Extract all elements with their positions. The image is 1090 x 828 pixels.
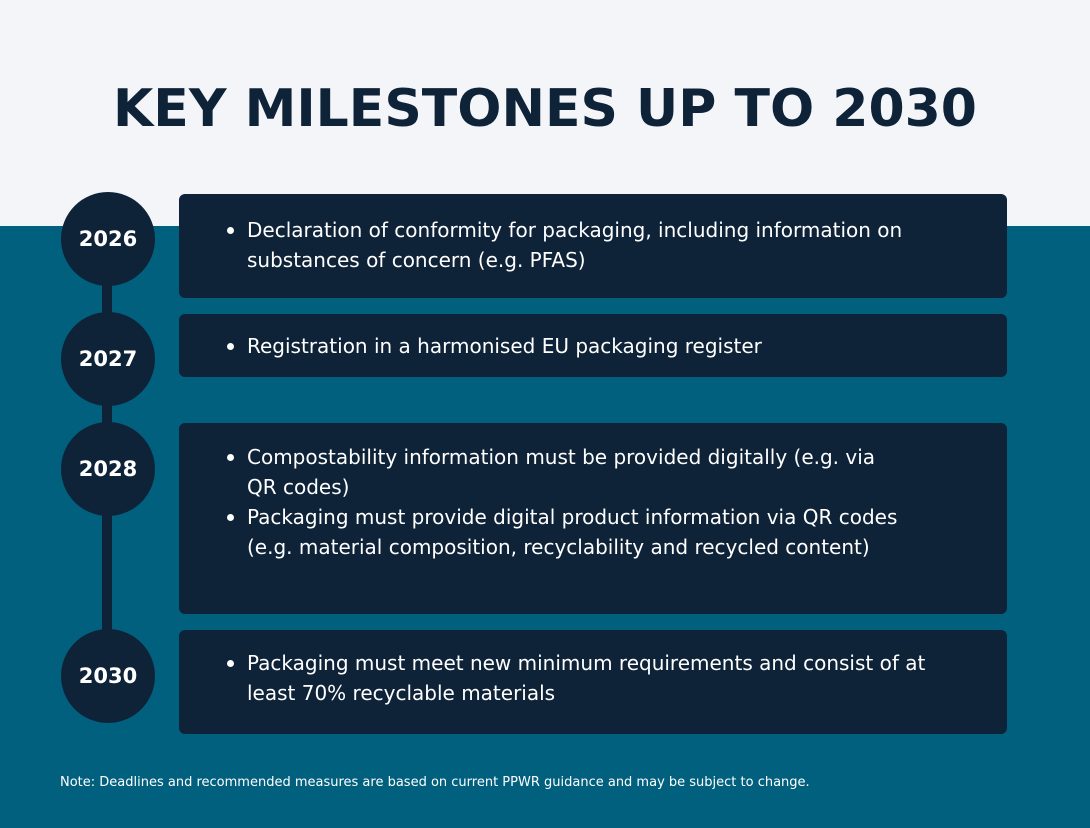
milestone-item: Declaration of conformity for packaging,… xyxy=(227,215,957,275)
year-badge-2030: 2030 xyxy=(61,629,155,723)
year-badge-2027: 2027 xyxy=(61,312,155,406)
year-badge-2026: 2026 xyxy=(61,192,155,286)
milestone-card-2026: Declaration of conformity for packaging,… xyxy=(179,194,1007,298)
milestone-list: Packaging must meet new minimum requirem… xyxy=(227,648,957,708)
milestone-item: Registration in a harmonised EU packagin… xyxy=(227,331,957,361)
milestone-list: Declaration of conformity for packaging,… xyxy=(227,215,957,275)
title-band xyxy=(0,0,1090,226)
milestone-item: Compostability information must be provi… xyxy=(227,442,907,502)
footnote: Note: Deadlines and recommended measures… xyxy=(60,775,810,790)
page-title: KEY MILESTONES UP TO 2030 xyxy=(113,79,977,139)
milestone-item: Packaging must meet new minimum requirem… xyxy=(227,648,957,708)
milestone-list: Registration in a harmonised EU packagin… xyxy=(227,331,957,361)
milestone-item: Packaging must provide digital product i… xyxy=(227,502,907,562)
milestone-card-2027: Registration in a harmonised EU packagin… xyxy=(179,314,1007,377)
milestone-card-2028: Compostability information must be provi… xyxy=(179,423,1007,614)
milestone-list: Compostability information must be provi… xyxy=(227,442,907,562)
milestone-card-2030: Packaging must meet new minimum requirem… xyxy=(179,630,1007,734)
year-badge-2028: 2028 xyxy=(61,422,155,516)
